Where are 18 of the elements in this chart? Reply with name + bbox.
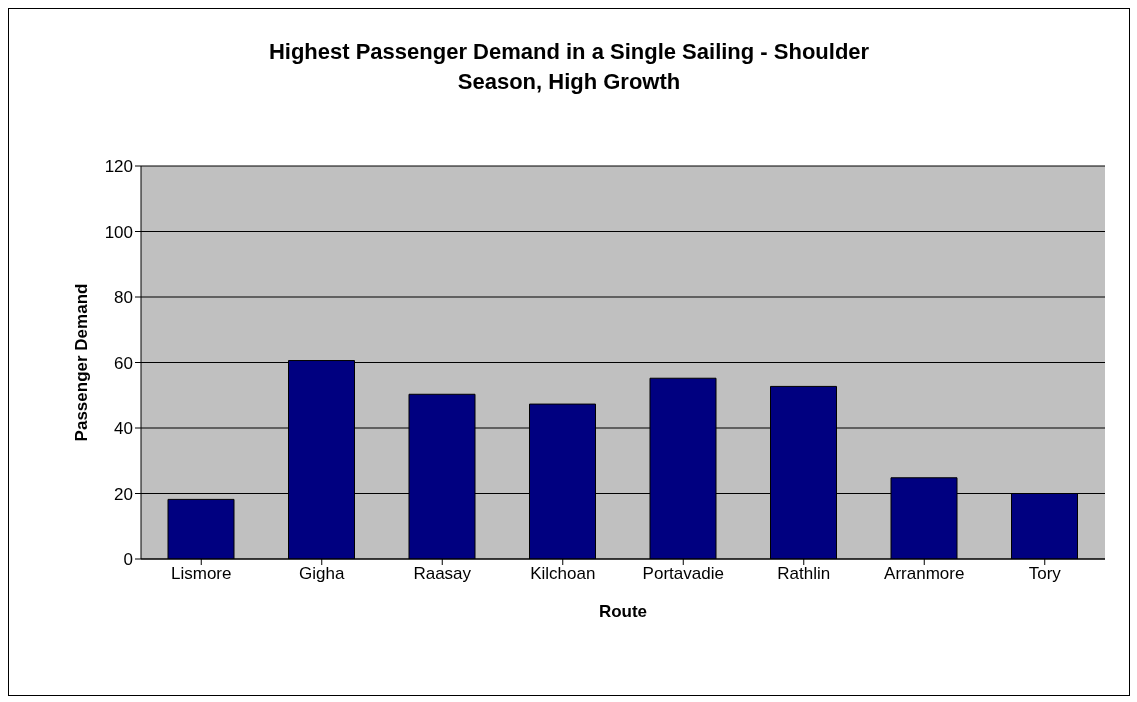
chart-title: Highest Passenger Demand in a Single Sailing - Shoulder Season, High Growth [267,38,871,96]
y-tick-label: 20 [114,484,133,504]
x-axis-title: Route [598,602,648,621]
y-tick-label: 100 [104,222,133,242]
y-tick-label: 60 [114,353,133,373]
y-axis-title: Passenger Demand [72,283,92,442]
y-tick-label: 40 [114,419,133,439]
x-tick-label: Portavadie [642,564,724,584]
x-tick-label: Gigha [299,564,345,584]
x-tick-label: Lismore [171,564,232,584]
y-tick-label: 0 [123,550,133,570]
x-tick-label: Raasay [413,564,472,584]
y-tick-label: 120 [104,157,133,177]
x-tick-label: Tory [1028,564,1062,584]
x-tick-label: Kilchoan [530,564,596,584]
x-tick-label: Rathlin [777,564,831,584]
y-tick-label: 80 [114,288,133,308]
x-tick-label: Arranmore [884,564,965,584]
